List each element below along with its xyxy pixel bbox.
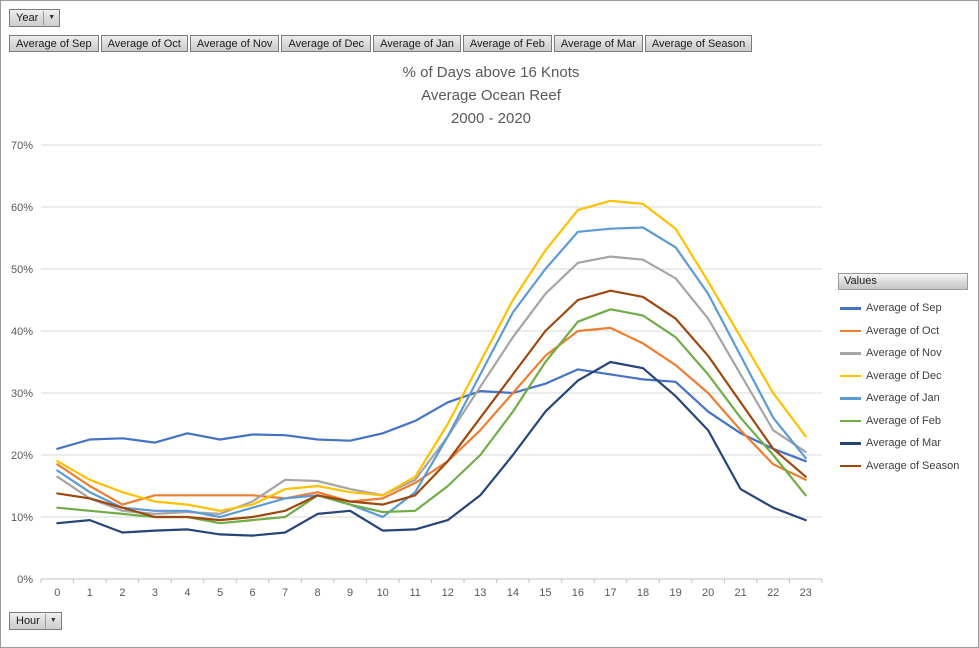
hour-filter-button[interactable]: Hour ▼ xyxy=(9,612,62,630)
chart-title-line1: % of Days above 16 Knots xyxy=(402,64,580,81)
legend-line-swatch xyxy=(840,352,861,355)
series-line-average-of-jan xyxy=(56,226,807,519)
legend-item-average-of-sep: Average of Sep xyxy=(838,297,968,320)
x-tick-label: 10 xyxy=(377,587,389,599)
legend-entries: Average of Sep Average of Oct Average of… xyxy=(838,297,968,477)
legend-item-average-of-mar: Average of Mar xyxy=(838,432,968,455)
field-button-average-of-oct[interactable]: Average of Oct xyxy=(100,35,188,52)
x-tick-label: 18 xyxy=(637,587,649,599)
series-line-average-of-season xyxy=(56,289,807,522)
legend-item-average-of-season: Average of Season xyxy=(838,455,968,478)
legend-item-label: Average of Nov xyxy=(866,347,942,360)
legend-item-label: Average of Sep xyxy=(866,302,942,315)
x-tick-label: 20 xyxy=(702,587,714,599)
legend-line-swatch xyxy=(840,329,861,332)
legend: Values Average of Sep Average of Oct Ave… xyxy=(838,273,968,477)
x-tick-label: 19 xyxy=(669,587,681,599)
hour-filter-label: Hour xyxy=(16,615,40,627)
series-line-average-of-nov xyxy=(56,255,807,515)
x-tick-label: 0 xyxy=(54,587,60,599)
x-tick-label: 7 xyxy=(282,587,288,599)
x-tick-label: 14 xyxy=(507,587,519,599)
x-tick-label: 15 xyxy=(539,587,551,599)
legend-item-label: Average of Season xyxy=(866,459,960,472)
legend-item-label: Average of Mar xyxy=(866,437,942,450)
y-tick-label: 0% xyxy=(17,574,33,586)
y-tick-label: 20% xyxy=(11,450,33,462)
x-tick-label: 17 xyxy=(604,587,616,599)
legend-line-swatch xyxy=(840,374,861,377)
legend-values-button[interactable]: Values xyxy=(838,273,968,290)
y-tick-label: 50% xyxy=(11,264,33,276)
chart-title-line3: 2000 - 2020 xyxy=(450,110,532,127)
x-tick-label: 5 xyxy=(217,587,223,599)
chevron-down-icon: ▼ xyxy=(43,11,57,25)
legend-item-label: Average of Dec xyxy=(866,369,942,382)
y-tick-label: 40% xyxy=(11,326,33,338)
field-button-average-of-nov[interactable]: Average of Nov xyxy=(189,35,280,52)
legend-item-label: Average of Feb xyxy=(866,414,942,427)
chevron-down-icon: ▼ xyxy=(44,614,59,628)
x-tick-label: 2 xyxy=(119,587,125,599)
x-tick-label: 23 xyxy=(800,587,812,599)
field-button-average-of-dec[interactable]: Average of Dec xyxy=(281,35,372,52)
field-button-average-of-feb[interactable]: Average of Feb xyxy=(462,35,552,52)
x-tick-label: 9 xyxy=(347,587,353,599)
legend-item-average-of-nov: Average of Nov xyxy=(838,342,968,365)
legend-item-average-of-dec: Average of Dec xyxy=(838,365,968,388)
field-button-average-of-sep[interactable]: Average of Sep xyxy=(9,35,99,52)
legend-line-swatch xyxy=(840,464,861,467)
legend-item-average-of-jan: Average of Jan xyxy=(838,387,968,410)
y-tick-label: 60% xyxy=(11,202,33,214)
x-tick-label: 6 xyxy=(249,587,255,599)
series-field-buttons: Average of Sep Average of Oct Average of… xyxy=(9,35,753,52)
year-filter-button[interactable]: Year ▼ xyxy=(9,9,61,27)
y-tick-label: 10% xyxy=(11,512,33,524)
y-tick-label: 30% xyxy=(11,388,33,400)
field-button-average-of-jan[interactable]: Average of Jan xyxy=(373,35,461,52)
x-tick-label: 13 xyxy=(474,587,486,599)
legend-line-swatch xyxy=(840,442,861,445)
x-tick-label: 1 xyxy=(87,587,93,599)
series-line-average-of-sep xyxy=(56,368,807,463)
x-tick-label: 4 xyxy=(184,587,190,599)
legend-line-swatch xyxy=(840,397,861,400)
series-line-average-of-dec xyxy=(56,199,807,512)
legend-item-label: Average of Oct xyxy=(866,324,940,337)
x-tick-label: 16 xyxy=(572,587,584,599)
chart-title-line2: Average Ocean Reef xyxy=(421,87,561,104)
x-tick-label: 12 xyxy=(442,587,454,599)
x-tick-label: 22 xyxy=(767,587,779,599)
field-button-average-of-mar[interactable]: Average of Mar xyxy=(553,35,643,52)
legend-item-label: Average of Jan xyxy=(866,392,940,405)
x-tick-label: 8 xyxy=(315,587,321,599)
series-line-average-of-mar xyxy=(56,360,807,537)
legend-line-swatch xyxy=(840,419,861,422)
line-chart-plot-area: 0%10%20%30%40%50%60%70%0 1 2 3 4 5 6 7 8 9 10 11 12 1… xyxy=(11,140,823,599)
x-tick-label: 21 xyxy=(734,587,746,599)
x-tick-label: 11 xyxy=(409,587,420,599)
legend-line-swatch xyxy=(840,307,861,310)
chart-title: % of Days above 16 Knots Average Ocean R… xyxy=(61,61,921,130)
field-button-average-of-season[interactable]: Average of Season xyxy=(644,35,753,52)
series-line-average-of-oct xyxy=(56,326,807,506)
legend-item-average-of-oct: Average of Oct xyxy=(838,320,968,343)
y-tick-label: 70% xyxy=(11,140,33,152)
x-tick-label: 3 xyxy=(152,587,158,599)
year-filter-label: Year xyxy=(16,12,39,24)
legend-item-average-of-feb: Average of Feb xyxy=(838,410,968,433)
